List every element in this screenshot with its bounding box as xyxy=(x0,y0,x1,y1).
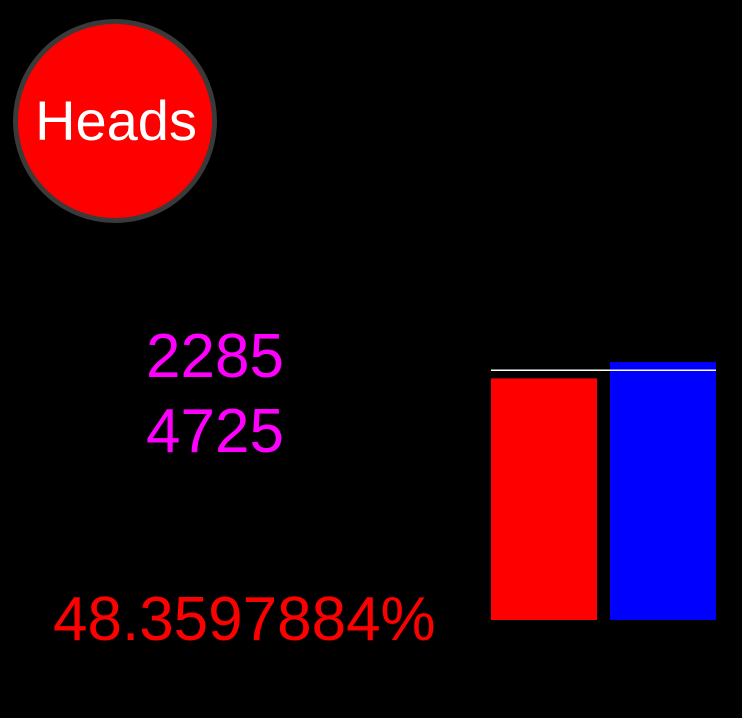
coin-face-label: Heads xyxy=(35,89,197,152)
total-flips-count: 4725 xyxy=(146,397,284,466)
heads-bar xyxy=(491,378,597,620)
heads-count: 2285 xyxy=(146,322,284,391)
tails-bar xyxy=(610,362,716,620)
coin-button[interactable]: Heads xyxy=(13,19,217,223)
heads-percentage: 48.3597884% xyxy=(53,585,436,654)
